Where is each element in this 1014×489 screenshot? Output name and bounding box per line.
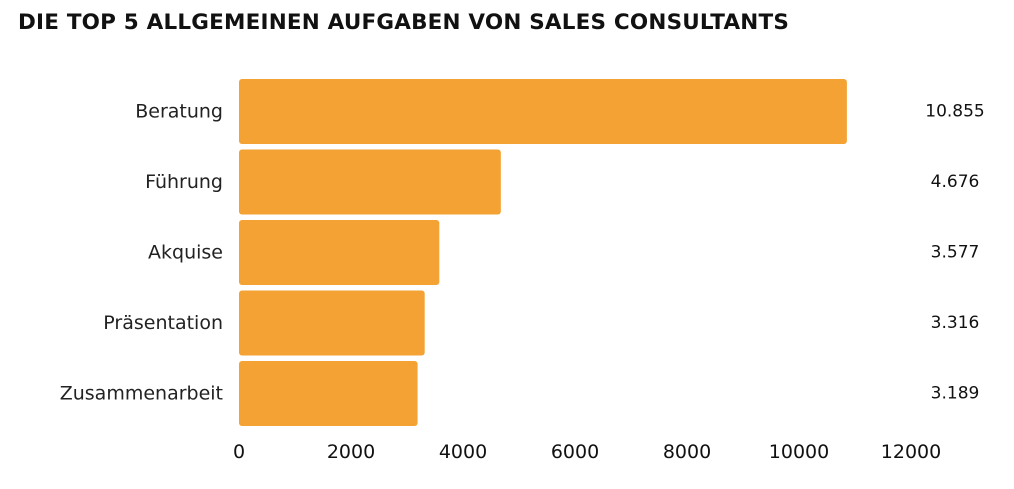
value-label-akquise: 3.577 <box>931 243 980 263</box>
category-label-prasentation: Präsentation <box>103 312 223 334</box>
category-labels: Beratung Führung Akquise Präsentation Zusamm… <box>60 101 223 405</box>
x-tick-label: 2000 <box>327 441 375 463</box>
value-label-beratung: 10.855 <box>925 102 984 122</box>
x-tick-label: 4000 <box>439 441 487 463</box>
value-label-zusammenarbeit: 3.189 <box>931 384 980 404</box>
category-label-fuhrung: Führung <box>145 171 223 193</box>
x-axis-ticks: 0 2000 4000 6000 8000 10000 12000 <box>233 441 941 463</box>
bars-group <box>239 79 847 426</box>
bar-zusammenarbeit <box>239 361 418 426</box>
chart-title: DIE TOP 5 ALLGEMEINEN AUFGABEN VON SALES… <box>18 10 790 35</box>
x-tick-label: 6000 <box>551 441 599 463</box>
x-tick-label: 10000 <box>769 441 829 463</box>
value-label-fuhrung: 4.676 <box>931 172 980 192</box>
category-label-beratung: Beratung <box>135 101 223 123</box>
x-tick-label: 8000 <box>663 441 711 463</box>
value-label-prasentation: 3.316 <box>931 313 980 333</box>
bar-prasentation <box>239 290 425 356</box>
bar-fuhrung <box>239 149 501 215</box>
x-tick-label: 12000 <box>881 441 941 463</box>
category-label-zusammenarbeit: Zusammenarbeit <box>60 383 223 405</box>
bar-beratung <box>239 79 847 144</box>
category-label-akquise: Akquise <box>148 242 223 264</box>
value-labels: 10.855 4.676 3.577 3.316 3.189 <box>925 102 984 404</box>
x-tick-label: 0 <box>233 441 245 463</box>
bar-akquise <box>239 220 440 285</box>
